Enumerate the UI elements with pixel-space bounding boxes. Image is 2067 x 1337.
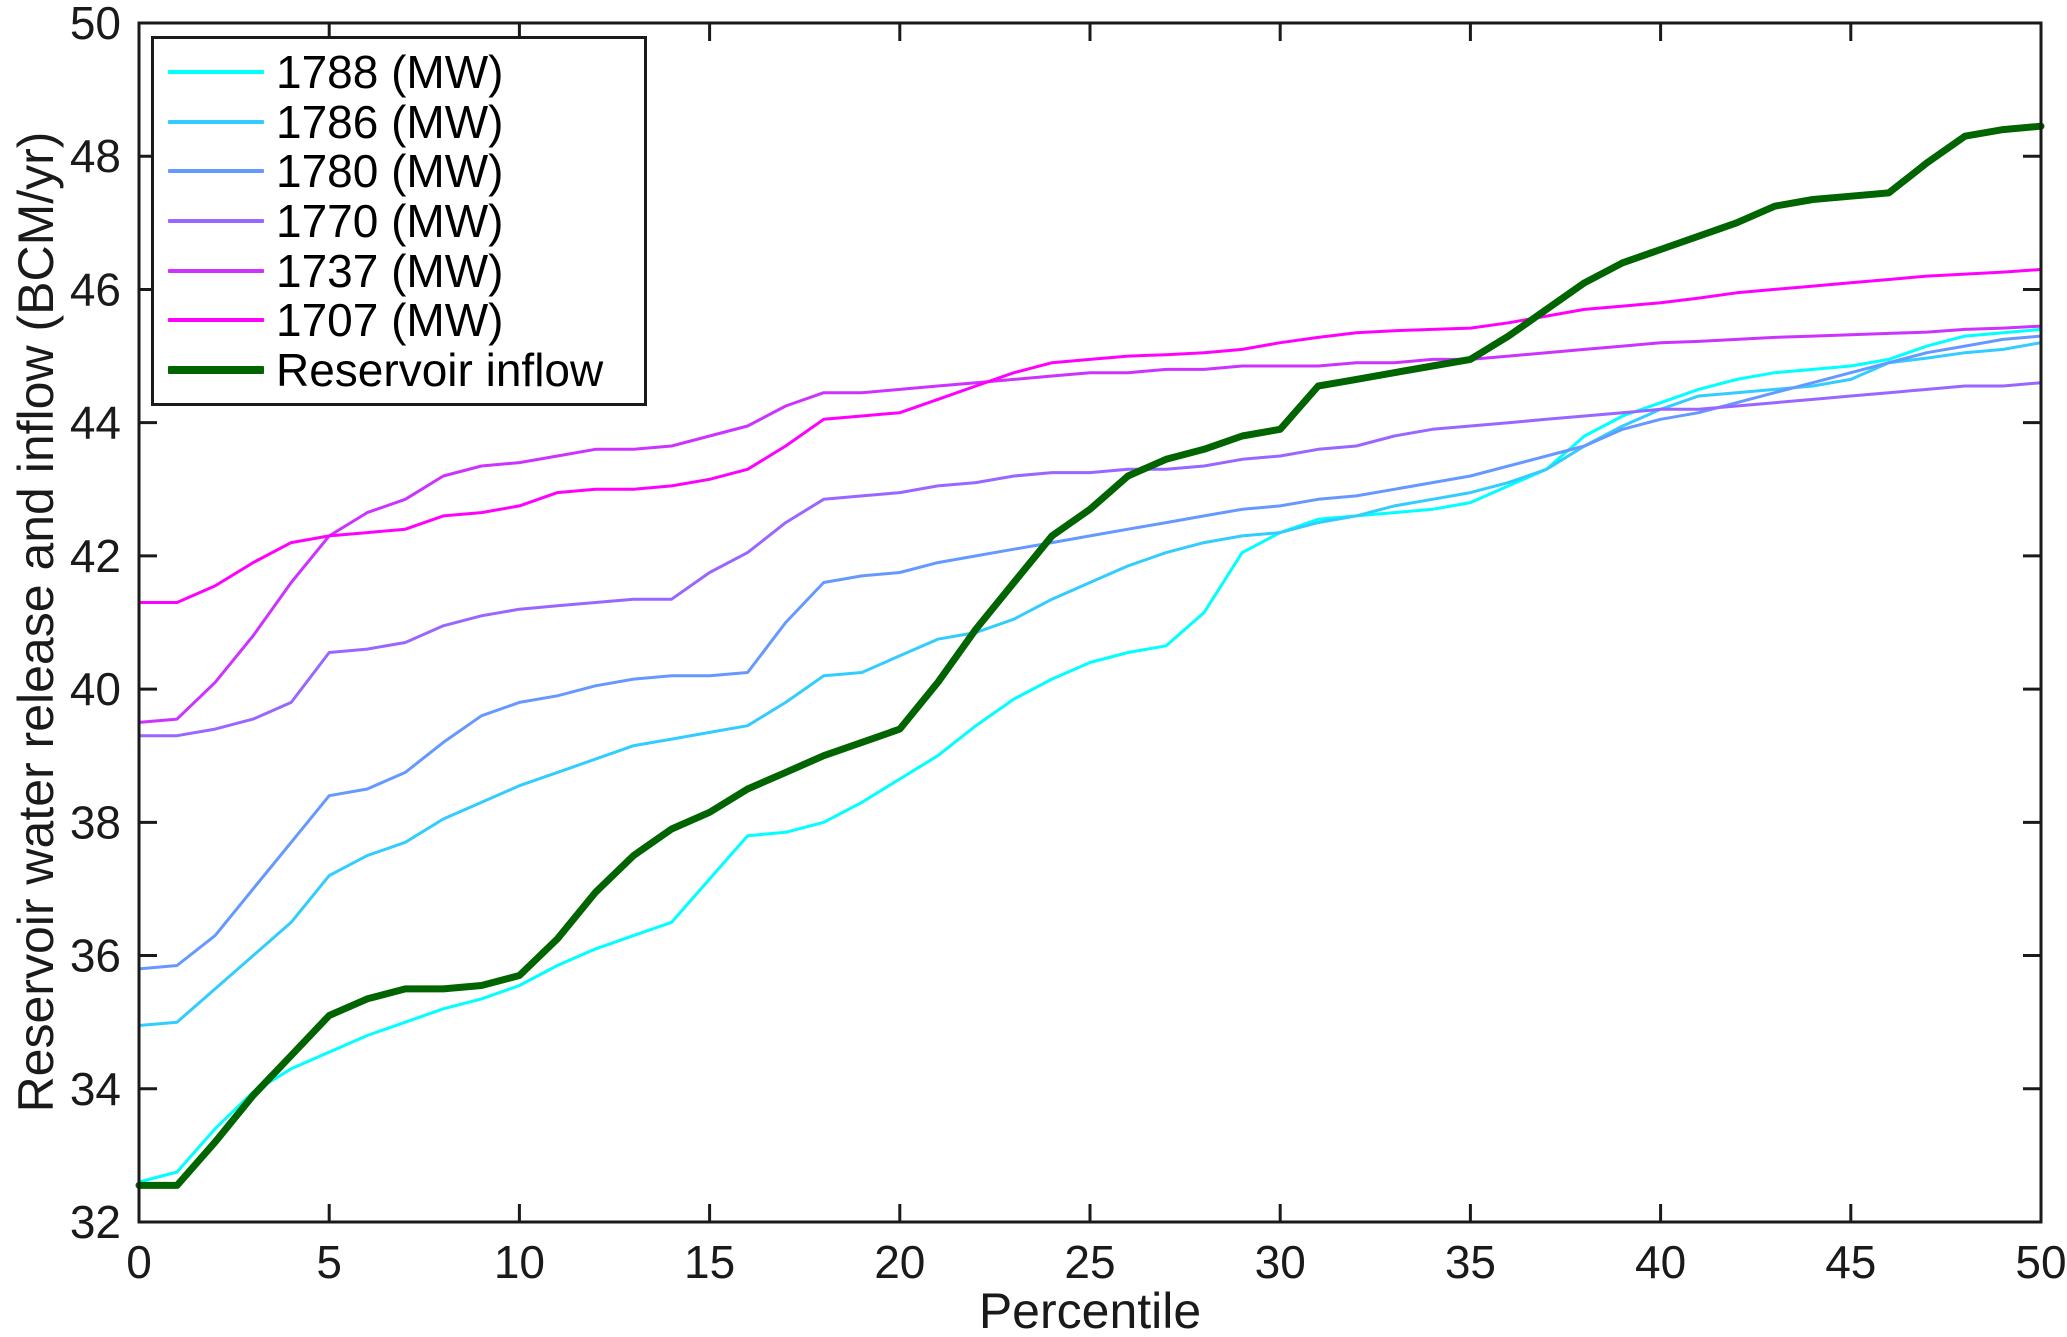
line-1786-mw [137, 341, 2043, 1027]
y-tick-label: 36 [70, 930, 121, 982]
x-tick-label: 15 [684, 1236, 735, 1288]
legend-label: 1707 (MW) [276, 294, 504, 347]
legend-label: 1780 (MW) [276, 145, 504, 198]
legend-line-sample [168, 69, 264, 74]
x-tick-label: 50 [2015, 1236, 2066, 1288]
y-tick-label: 32 [70, 1196, 121, 1248]
y-tick-label: 50 [70, 0, 121, 49]
legend-line-sample [168, 119, 264, 124]
line-1770-mw [137, 381, 2043, 738]
legend-label: 1786 (MW) [276, 95, 504, 148]
legend: 1788 (MW) 1786 (MW) 1780 (MW) 1770 (MW) 1737… [151, 36, 647, 406]
legend-label: 1737 (MW) [276, 244, 504, 297]
legend-line-sample [168, 268, 264, 273]
y-tick-label: 46 [70, 263, 121, 315]
x-tick-label: 20 [874, 1236, 925, 1288]
x-tick-label: 10 [494, 1236, 545, 1288]
x-tick-label: 45 [1825, 1236, 1876, 1288]
legend-item: 1770 (MW) [168, 198, 644, 244]
x-tick-label: 5 [316, 1236, 342, 1288]
y-tick-label: 38 [70, 796, 121, 848]
y-tick-label: 34 [70, 1063, 121, 1115]
x-tick-label: 0 [126, 1236, 152, 1288]
legend-item: 1780 (MW) [168, 148, 644, 194]
legend-line-sample [168, 366, 264, 375]
legend-label: Reservoir inflow [276, 344, 604, 397]
y-tick-label: 42 [70, 530, 121, 582]
legend-label: 1788 (MW) [276, 45, 504, 98]
legend-item: Reservoir inflow [168, 347, 644, 393]
legend-item: 1786 (MW) [168, 99, 644, 145]
legend-label: 1770 (MW) [276, 194, 504, 247]
x-tick-label: 40 [1635, 1236, 1686, 1288]
line-reservoir-inflow [135, 122, 2045, 1189]
y-tick-label: 40 [70, 663, 121, 715]
line-1780-mw [137, 334, 2043, 971]
legend-item: 1737 (MW) [168, 248, 644, 294]
y-tick-label: 48 [70, 130, 121, 182]
y-axis-title: Reservoir water release and inflow (BCM/… [8, 131, 64, 1113]
legend-line-sample [168, 169, 264, 174]
legend-line-sample [168, 218, 264, 223]
legend-line-sample [168, 318, 264, 323]
legend-item: 1707 (MW) [168, 297, 644, 343]
legend-item: 1788 (MW) [168, 49, 644, 95]
line-1737-mw [137, 324, 2043, 724]
y-tick-label: 44 [70, 397, 121, 449]
line-1788-mw [137, 327, 2043, 1184]
x-tick-label: 30 [1255, 1236, 1306, 1288]
line-1707-mw [137, 268, 2043, 604]
x-tick-label: 35 [1445, 1236, 1496, 1288]
x-tick-label: 25 [1064, 1236, 1115, 1288]
x-axis-title: Percentile [978, 1283, 1202, 1337]
